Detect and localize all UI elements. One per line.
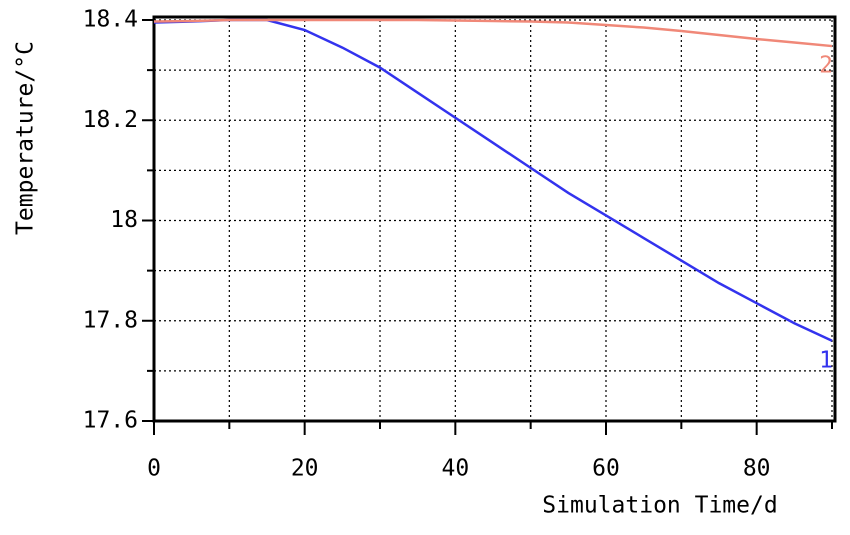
x-tick-label: 40 <box>441 456 469 482</box>
x-tick-label: 80 <box>743 456 771 482</box>
y-tick-label: 17.6 <box>83 408 138 434</box>
series-line <box>153 18 833 48</box>
y-tick-label: 17.8 <box>83 307 138 333</box>
x-axis-label: Simulation Time/d <box>542 493 777 519</box>
y-tick-label: 18.2 <box>83 107 138 133</box>
plot-frame <box>152 15 837 423</box>
x-tick-label: 0 <box>147 456 161 482</box>
series-label: 1 <box>819 347 833 373</box>
y-tick-label: 18 <box>110 207 138 233</box>
series-line <box>153 18 833 342</box>
x-tick-label: 60 <box>592 456 620 482</box>
y-axis-label: Temperature/°C <box>13 41 39 235</box>
y-tick-label: 18.4 <box>83 7 138 33</box>
series-label: 2 <box>819 53 833 79</box>
x-tick-label: 20 <box>291 456 319 482</box>
